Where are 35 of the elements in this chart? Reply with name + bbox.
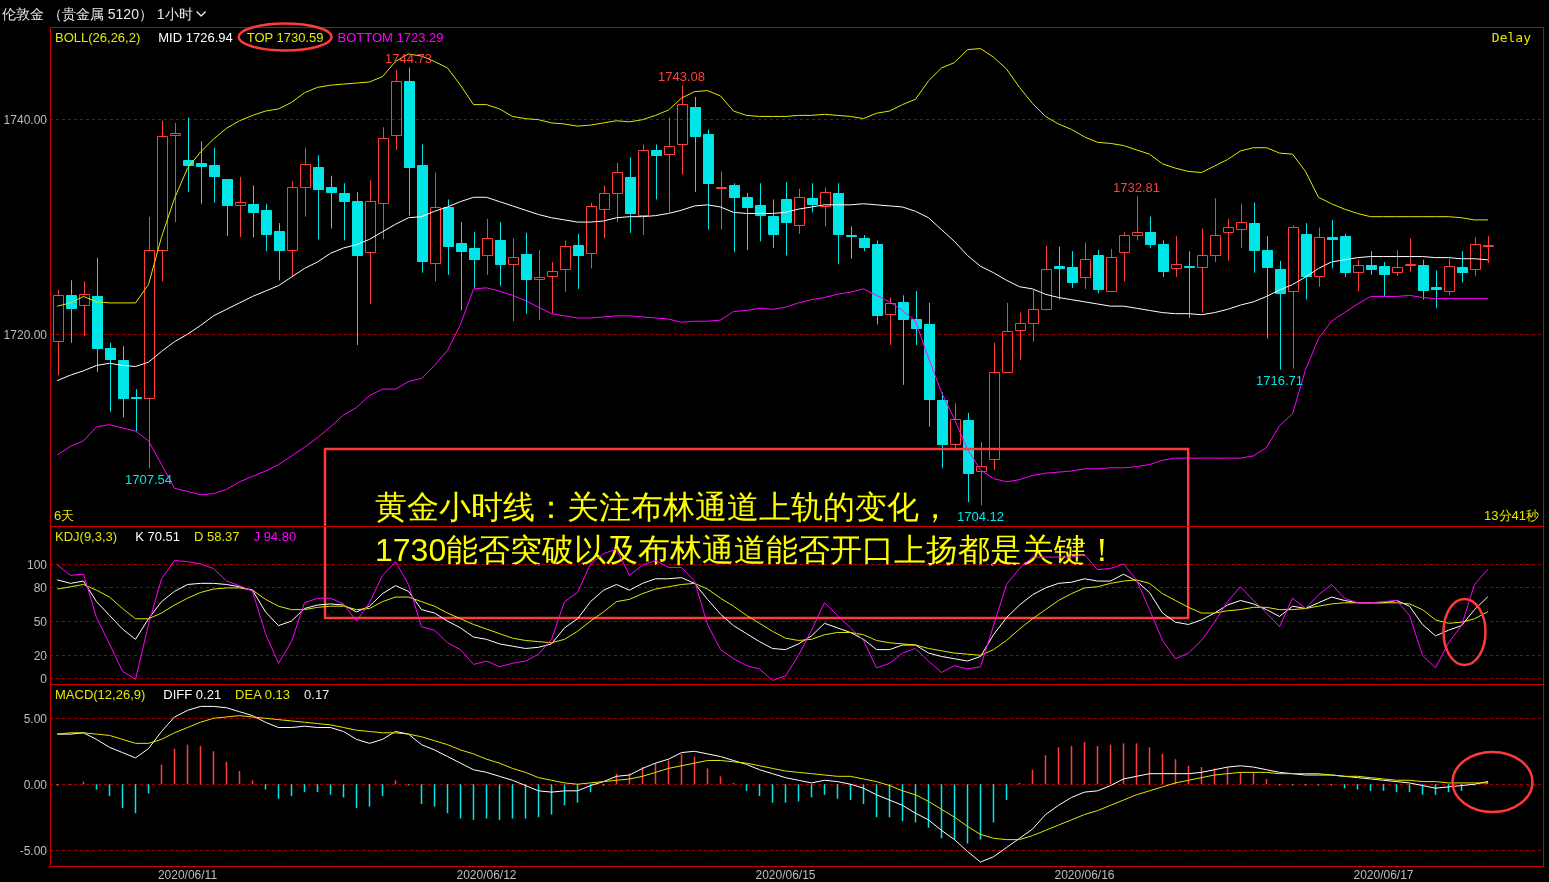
text: TOP 1730.59: [246, 29, 324, 45]
x-tick-label: 2020/06/15: [755, 868, 816, 882]
annotation: 1704.12: [957, 508, 1004, 524]
x-tick-label: 2020/06/11: [157, 868, 218, 882]
y-tick-label: 5.00: [23, 711, 48, 726]
y-tick-label: 1720.00: [3, 327, 48, 342]
y-tick-label: 20: [33, 648, 48, 663]
series-label: DIFF 0.21: [163, 686, 222, 702]
annotation: 0.17: [304, 686, 330, 702]
chart-title: 伦敦金 （贵金属 5120） 1小时: [2, 6, 193, 22]
annotation: 13分41秒: [1484, 507, 1539, 523]
y-tick-label: -5.00: [19, 843, 48, 858]
annotation: 黄金小时线：关注布林通道上轨的变化，: [375, 489, 951, 525]
y-tick-label: 0: [40, 671, 48, 686]
annotation: 6天: [54, 507, 75, 523]
y-tick-label: 100: [26, 557, 48, 572]
legend-title: MACD(12,26,9): [55, 686, 146, 702]
annotation: 1732.81: [1113, 179, 1160, 195]
legend-title: BOLL(26,26,2): [55, 29, 141, 45]
x-tick-label: 2020/06/17: [1353, 868, 1414, 882]
text: J 94.80: [253, 528, 297, 544]
legend-title: KDJ(9,3,3): [55, 528, 118, 544]
text: D 58.37: [193, 528, 240, 544]
annotation: Delay: [1491, 29, 1532, 45]
series-label: DEA 0.13: [235, 686, 291, 702]
annotation: 1743.08: [658, 68, 705, 84]
y-tick-label: 0.00: [23, 777, 48, 792]
text: BOTTOM 1723.29: [337, 29, 444, 45]
text: MID 1726.94: [158, 29, 233, 45]
x-tick-label: 2020/06/12: [456, 868, 517, 882]
y-tick-label: 50: [33, 614, 48, 629]
y-tick-label: 80: [33, 580, 48, 595]
text: K 70.51: [135, 528, 180, 544]
y-tick-label: 1740.00: [3, 112, 48, 127]
x-tick-label: 2020/06/16: [1054, 868, 1115, 882]
